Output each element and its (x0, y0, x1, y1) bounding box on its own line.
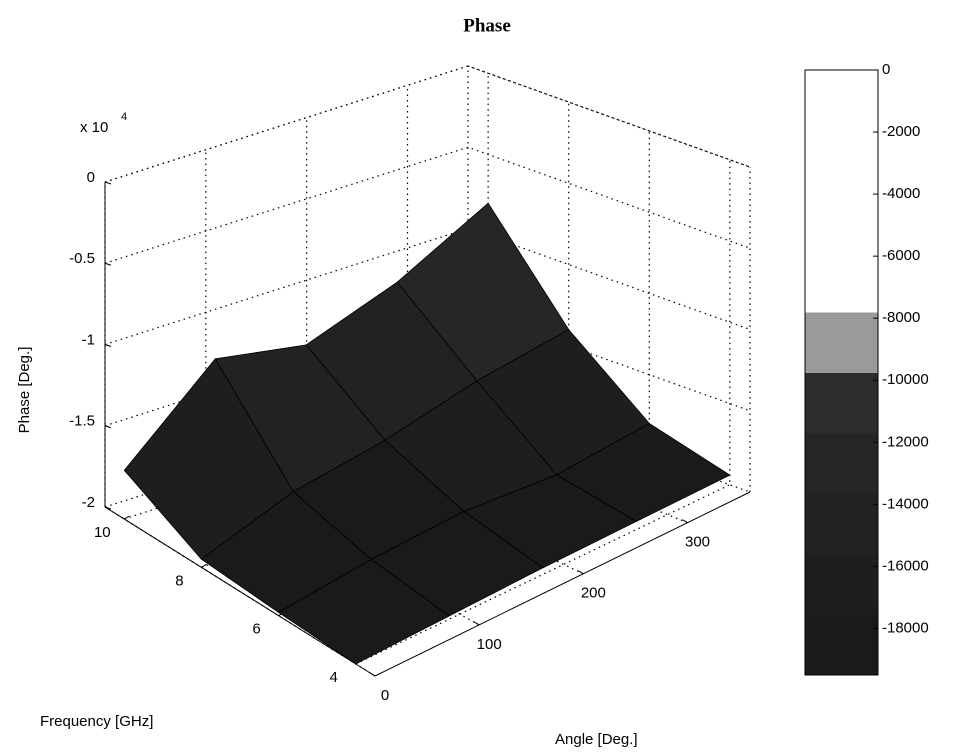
z-axis-label: Phase [Deg.] (16, 347, 33, 434)
x-tick-label: 8 (175, 572, 183, 589)
colorbar-tick-label: -16000 (882, 557, 929, 574)
colorbar-segment (805, 70, 878, 131)
y-axis-label: Angle [Deg.] (555, 731, 638, 748)
z-tick (104, 181, 112, 185)
axis-edge (467, 65, 751, 168)
chart-title: Phase (463, 15, 511, 36)
z-tick (104, 425, 112, 429)
y-tick-label: 300 (685, 534, 710, 551)
z-tick-label: -1 (82, 331, 95, 348)
colorbar-segment (805, 130, 878, 192)
colorbar-tick-label: -12000 (882, 433, 929, 450)
grid-line (205, 149, 480, 626)
colorbar-segment (805, 251, 878, 313)
x-tick-label: 10 (94, 524, 111, 541)
y-tick-label: 0 (381, 687, 389, 704)
grid-line (104, 227, 751, 346)
grid-line (306, 117, 584, 575)
x-tick-label: 4 (330, 669, 338, 686)
colorbar-tick-label: -14000 (882, 495, 929, 512)
z-tick-label: -2 (82, 494, 95, 511)
axis-edge (104, 65, 469, 183)
y-tick-label: 100 (477, 636, 502, 653)
colorbar-segment (805, 493, 878, 555)
colorbar-tick-label: -2000 (882, 123, 920, 140)
colorbar-tick-label: -18000 (882, 619, 929, 636)
grid-line (355, 159, 731, 665)
colorbar-segment (805, 614, 878, 676)
colorbar-tick-label: -4000 (882, 185, 920, 202)
z-tick (104, 344, 112, 347)
surface-patch (277, 558, 451, 665)
grid-line (406, 85, 688, 524)
colorbar-segment (805, 372, 878, 434)
z-scale-power: 4 (121, 111, 127, 123)
x-axis-label: Frequency [GHz] (40, 713, 153, 730)
x-tick-label: 6 (252, 621, 260, 638)
z-tick (104, 506, 112, 510)
colorbar-frame (804, 69, 879, 676)
z-tick-label: -0.5 (69, 250, 95, 267)
colorbar-tick-label: -6000 (882, 247, 920, 264)
z-tick-label: 0 (87, 169, 95, 186)
grid-line (104, 146, 751, 264)
z-tick-label: -1.5 (69, 413, 95, 430)
colorbar-tick-label: -8000 (882, 309, 920, 326)
grid-line (104, 65, 751, 183)
y-tick-label: 200 (581, 585, 606, 602)
z-tick (104, 262, 112, 266)
colorbar-segment (805, 554, 878, 615)
colorbar-segment (805, 433, 878, 494)
colorbar-segment (805, 312, 878, 373)
colorbar-segment (805, 191, 878, 252)
z-scale-label: x 10 (80, 119, 108, 136)
colorbar-tick-label: 0 (882, 61, 890, 78)
colorbar-tick-label: -10000 (882, 371, 929, 388)
